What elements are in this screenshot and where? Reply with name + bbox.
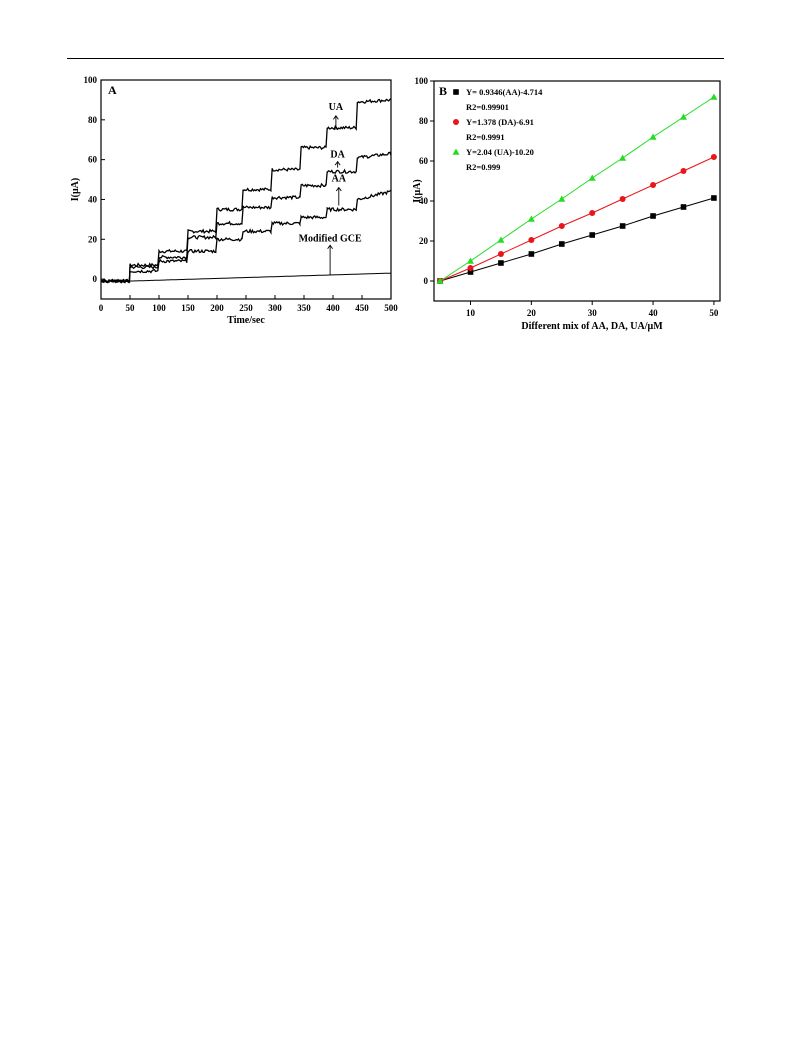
legend-r-squared: R2=0.99901 [466, 102, 509, 112]
data-point-series-2 [467, 257, 475, 264]
x-tick-label: 40 [649, 308, 659, 318]
data-point-series-1 [680, 168, 687, 174]
data-point-series-0 [619, 223, 626, 229]
data-point-series-1 [467, 265, 474, 271]
data-point-series-1 [558, 223, 565, 229]
x-tick-label: 0 [99, 303, 104, 313]
y-axis-label: I(μA) [412, 179, 423, 202]
x-tick-label: 300 [268, 303, 282, 313]
x-tick-label: 350 [297, 303, 311, 313]
series-line-ua [100, 98, 392, 284]
annotation-arrowhead [327, 244, 333, 250]
y-tick-label: 100 [415, 76, 429, 86]
data-point-series-0 [498, 260, 504, 266]
annotation-label: DA [330, 150, 345, 161]
x-tick-label: 50 [126, 303, 136, 313]
data-point-series-2 [619, 154, 627, 161]
data-point-series-1 [528, 237, 535, 243]
data-point-series-2 [710, 93, 718, 100]
data-point-series-2 [588, 174, 596, 181]
data-point-series-2 [558, 195, 566, 202]
x-axis-label: Different mix of AA, DA, UA/μM [521, 321, 663, 332]
series-line-da [100, 151, 392, 284]
data-point-series-2 [679, 113, 687, 120]
data-point-series-0 [680, 204, 687, 210]
y-tick-label: 80 [88, 115, 98, 125]
data-point-series-2 [527, 215, 535, 222]
x-axis-label: Time/sec [227, 315, 265, 326]
annotation-label: AA [332, 174, 347, 185]
legend-r-squared: R2=0.9991 [466, 132, 505, 142]
x-tick-label: 20 [527, 308, 537, 318]
y-axis-label: I(μA) [70, 178, 81, 201]
fit-line-series-1 [439, 156, 715, 282]
data-point-series-1 [650, 182, 657, 188]
data-point-series-2 [649, 133, 657, 140]
chart-panel-a: 0 50 100 150 200 250 300 350 400 450 500 0 20 40 60 80 1… [70, 75, 398, 326]
y-tick-label: 100 [84, 75, 98, 85]
annotation-arrowhead [334, 160, 341, 166]
data-point-series-2 [497, 236, 505, 243]
x-tick-label: 50 [709, 308, 719, 318]
plot-frame [433, 80, 721, 302]
x-tick-label: 100 [152, 303, 166, 313]
y-tick-label: 60 [419, 156, 429, 166]
legend-equation: Y= 0.9346(AA)-4.714 [466, 87, 543, 97]
x-tick-label: 150 [181, 303, 195, 313]
data-point-series-0 [650, 213, 656, 219]
data-point-series-0 [558, 241, 565, 247]
legend-equation: Y=2.04 (UA)-10.20 [466, 147, 534, 157]
x-tick-label: 30 [588, 308, 598, 318]
y-tick-label: 40 [88, 194, 98, 204]
legend-marker [453, 119, 459, 125]
x-tick-label: 400 [326, 303, 340, 313]
data-point-series-0 [589, 232, 596, 238]
chart-panel-b: 10 20 30 40 50 0 20 40 60 80 100 Different mix of A… [412, 76, 721, 332]
panel-label: A [108, 83, 117, 97]
data-point-series-1 [619, 196, 626, 202]
data-point-series-1 [710, 154, 717, 160]
fit-line-series-2 [439, 96, 715, 282]
y-tick-label: 20 [419, 236, 429, 246]
y-tick-label: 60 [88, 155, 98, 165]
annotation-arrowhead [333, 115, 339, 120]
data-point-series-0 [528, 251, 535, 257]
data-point-series-2 [436, 277, 444, 284]
x-tick-label: 250 [239, 303, 253, 313]
panel-label: B [439, 84, 447, 98]
x-tick-label: 200 [210, 303, 224, 313]
series-line-modified-gce [101, 272, 392, 282]
series-line-aa [101, 189, 392, 284]
y-tick-label: 40 [419, 196, 429, 206]
x-tick-label: 450 [355, 303, 369, 313]
data-point-series-0 [711, 195, 717, 201]
data-point-series-0 [467, 269, 474, 275]
y-tick-label: 0 [424, 276, 429, 286]
x-tick-label: 10 [466, 308, 476, 318]
page-header-rule [67, 58, 724, 59]
annotation-arrowhead [335, 186, 342, 192]
y-tick-label: 80 [419, 116, 429, 126]
annotation-label: Modified GCE [299, 233, 362, 244]
legend-marker [453, 89, 459, 95]
y-tick-label: 20 [88, 234, 98, 244]
fit-line-series-0 [439, 197, 715, 282]
legend-r-squared: R2=0.999 [466, 162, 500, 172]
legend-equation: Y=1.378 (DA)-6.91 [466, 117, 534, 127]
x-tick-label: 500 [384, 303, 398, 313]
legend-marker [452, 148, 460, 155]
annotation-label: UA [329, 102, 344, 113]
data-point-series-1 [497, 251, 504, 257]
data-point-series-1 [589, 210, 596, 216]
y-tick-label: 0 [93, 274, 98, 284]
